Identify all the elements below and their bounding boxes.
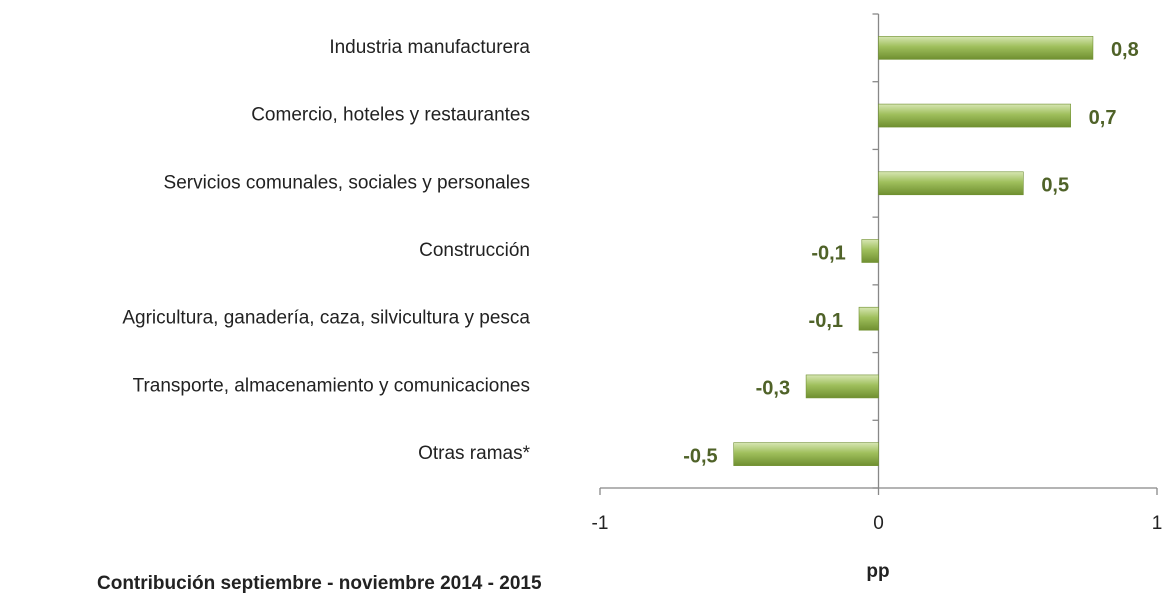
category-label: Transporte, almacenamiento y comunicacio…: [133, 375, 530, 396]
category-label: Agricultura, ganadería, caza, silvicultu…: [122, 308, 530, 329]
x-axis-label: pp: [866, 561, 889, 582]
value-label: 0,5: [1041, 175, 1069, 197]
category-label: Construcción: [419, 240, 530, 261]
value-label: -0,5: [683, 445, 717, 467]
x-tick-label: 1: [1152, 513, 1163, 534]
bar: [733, 442, 879, 466]
annotation: Contribución septiembre - noviembre 2014…: [97, 573, 542, 594]
value-label: 0,8: [1111, 39, 1139, 61]
category-label: Industria manufacturera: [329, 37, 530, 58]
value-label: -0,3: [756, 378, 790, 400]
bar: [878, 36, 1094, 60]
category-label: Otras ramas*: [418, 443, 531, 464]
value-label: -0,1: [811, 242, 845, 264]
bar: [805, 374, 879, 399]
value-label: -0,1: [809, 310, 843, 332]
x-tick-label: 0: [873, 513, 884, 534]
bar: [861, 239, 879, 263]
value-label: 0,7: [1089, 107, 1117, 129]
bar: [878, 171, 1024, 196]
category-label: Servicios comunales, sociales y personal…: [164, 172, 530, 193]
x-tick-label: -1: [592, 513, 609, 534]
bar: [878, 103, 1071, 128]
category-label: Comercio, hoteles y restaurantes: [251, 105, 530, 126]
bar: [858, 306, 879, 331]
